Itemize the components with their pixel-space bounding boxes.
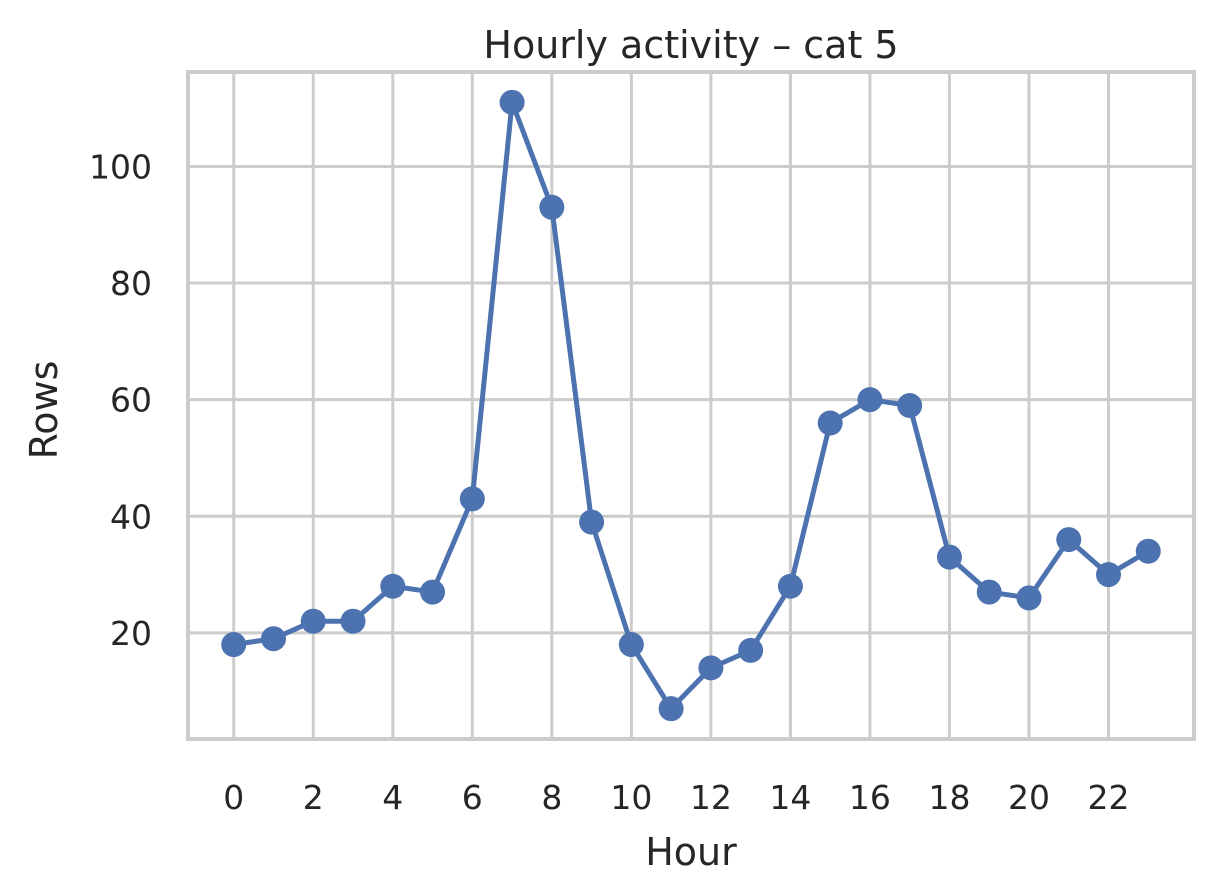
x-axis-label: Hour <box>645 830 737 874</box>
data-point-hour-7 <box>499 89 525 115</box>
y-tick-label: 100 <box>89 147 152 186</box>
x-tick-label: 16 <box>849 778 891 817</box>
x-tick-label: 2 <box>303 778 324 817</box>
x-tick-label: 4 <box>382 778 403 817</box>
x-tick-label: 14 <box>769 778 811 817</box>
data-point-hour-1 <box>260 626 286 652</box>
y-tick-labels: 20 40 60 80 100 <box>89 147 152 652</box>
data-point-hour-21 <box>1056 527 1082 553</box>
series-line <box>233 99 1150 712</box>
data-point-hour-4 <box>380 573 406 599</box>
data-point-hour-0 <box>221 632 247 658</box>
data-point-hour-10 <box>618 632 644 658</box>
data-point-hour-11 <box>658 696 684 722</box>
data-point-hour-16 <box>857 387 883 413</box>
chart-title: Hourly activity – cat 5 <box>483 23 898 67</box>
data-point-hour-8 <box>539 194 565 220</box>
x-tick-label: 6 <box>462 778 483 817</box>
data-point-hour-6 <box>459 486 485 512</box>
data-point-hour-13 <box>738 637 764 663</box>
x-tick-label: 8 <box>541 778 562 817</box>
data-point-hour-2 <box>300 608 326 634</box>
y-tick-label: 80 <box>110 264 152 303</box>
y-tick-label: 40 <box>110 497 152 536</box>
y-axis-label: Rows <box>22 361 66 460</box>
data-point-hour-17 <box>897 393 923 418</box>
data-point-hour-19 <box>976 579 1002 605</box>
grid <box>188 72 1194 739</box>
x-tick-label: 0 <box>223 778 244 817</box>
data-point-hour-14 <box>777 573 803 599</box>
x-tick-label: 20 <box>1008 778 1050 817</box>
data-point-hour-20 <box>1016 585 1042 611</box>
y-tick-label: 20 <box>110 614 152 653</box>
x-tick-label: 12 <box>690 778 732 817</box>
x-tick-label: 22 <box>1088 778 1130 817</box>
data-point-hour-22 <box>1096 562 1122 588</box>
data-point-hour-3 <box>340 608 366 634</box>
data-point-hour-15 <box>817 410 843 436</box>
data-point-hour-12 <box>698 655 724 681</box>
x-tick-label: 18 <box>928 778 970 817</box>
data-point-hour-18 <box>936 544 962 570</box>
x-tick-label: 10 <box>610 778 652 817</box>
data-point-hour-9 <box>579 509 605 535</box>
data-point-hour-5 <box>420 579 446 605</box>
y-tick-label: 60 <box>110 381 152 420</box>
plot-frame <box>186 70 1196 741</box>
x-tick-labels: 0 2 4 6 8 10 12 14 16 18 20 22 <box>223 778 1129 817</box>
series-layer <box>221 89 1161 722</box>
data-point-hour-23 <box>1135 538 1161 564</box>
